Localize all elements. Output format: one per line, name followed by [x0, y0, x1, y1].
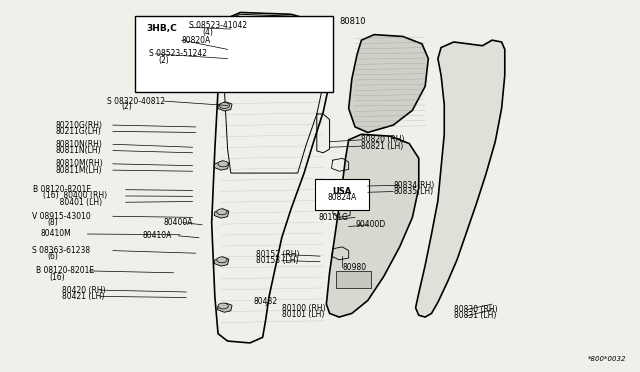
Text: 80211G(LH): 80211G(LH): [56, 127, 101, 136]
Circle shape: [226, 26, 236, 32]
FancyBboxPatch shape: [315, 179, 369, 210]
Text: 80830 (RH): 80830 (RH): [454, 305, 497, 314]
Text: (8): (8): [47, 218, 58, 227]
Text: 80100 (RH): 80100 (RH): [282, 304, 325, 313]
Polygon shape: [221, 58, 236, 67]
Text: 80820A: 80820A: [182, 36, 211, 45]
Text: 80831 (LH): 80831 (LH): [454, 311, 496, 320]
Text: S 08523-51242: S 08523-51242: [149, 49, 207, 58]
Circle shape: [220, 103, 230, 109]
Text: 80811M(LH): 80811M(LH): [56, 166, 102, 174]
Text: V 08915-43010: V 08915-43010: [32, 212, 91, 221]
Text: 80810: 80810: [339, 17, 365, 26]
Circle shape: [217, 209, 227, 215]
Circle shape: [223, 56, 233, 62]
Text: S 08363-61238: S 08363-61238: [32, 246, 90, 255]
Text: 80153 (LH): 80153 (LH): [256, 256, 299, 265]
Text: 80400A: 80400A: [164, 218, 193, 227]
Polygon shape: [214, 257, 229, 266]
Text: 80432: 80432: [253, 297, 277, 306]
Polygon shape: [221, 25, 234, 35]
Text: 80421 (LH): 80421 (LH): [62, 292, 104, 301]
Text: 80810N(RH): 80810N(RH): [56, 140, 102, 149]
Text: 80821 (LH): 80821 (LH): [362, 142, 404, 151]
Text: (6): (6): [47, 252, 58, 262]
Text: 80820 (RH): 80820 (RH): [362, 135, 405, 144]
Text: 3HB,C: 3HB,C: [146, 23, 177, 32]
Text: 80410A: 80410A: [143, 231, 172, 240]
Polygon shape: [214, 161, 229, 170]
Text: 80210G(RH): 80210G(RH): [56, 121, 102, 129]
Text: (16)  80400 (RH): (16) 80400 (RH): [43, 192, 107, 201]
Text: (16): (16): [49, 273, 65, 282]
Circle shape: [217, 257, 227, 263]
Polygon shape: [326, 134, 419, 317]
Text: 80810M(RH): 80810M(RH): [56, 159, 103, 169]
Polygon shape: [218, 303, 232, 312]
Text: 80101G: 80101G: [318, 213, 348, 222]
Text: 80401 (LH): 80401 (LH): [43, 198, 102, 207]
Text: B 08120-8201E: B 08120-8201E: [36, 266, 95, 275]
Text: (2): (2): [121, 103, 132, 112]
Text: (4): (4): [202, 28, 213, 36]
Text: (2): (2): [159, 56, 170, 65]
Text: 80101 (LH): 80101 (LH): [282, 310, 324, 319]
Text: 80834(RH): 80834(RH): [394, 181, 435, 190]
Text: 90400D: 90400D: [355, 220, 385, 229]
Polygon shape: [218, 102, 232, 111]
FancyBboxPatch shape: [336, 271, 371, 288]
Polygon shape: [214, 209, 229, 218]
Text: S 08320-40812: S 08320-40812: [106, 97, 164, 106]
Polygon shape: [349, 35, 428, 132]
Text: S 08523-41042: S 08523-41042: [189, 21, 248, 30]
Text: *800*0032: *800*0032: [588, 356, 626, 362]
Text: 80980: 80980: [342, 263, 367, 272]
Circle shape: [218, 161, 228, 167]
Circle shape: [218, 303, 228, 309]
Text: 80410M: 80410M: [41, 230, 72, 238]
Text: 80420 (RH): 80420 (RH): [62, 286, 106, 295]
Text: 80152 (RH): 80152 (RH): [256, 250, 300, 259]
Text: 80811N(LH): 80811N(LH): [56, 146, 101, 155]
Text: B 08120-8201E: B 08120-8201E: [33, 185, 92, 194]
Text: USA: USA: [332, 187, 351, 196]
Text: 80835(LH): 80835(LH): [394, 187, 433, 196]
Polygon shape: [415, 40, 505, 317]
FancyBboxPatch shape: [135, 16, 333, 92]
Text: 80824A: 80824A: [327, 192, 356, 202]
